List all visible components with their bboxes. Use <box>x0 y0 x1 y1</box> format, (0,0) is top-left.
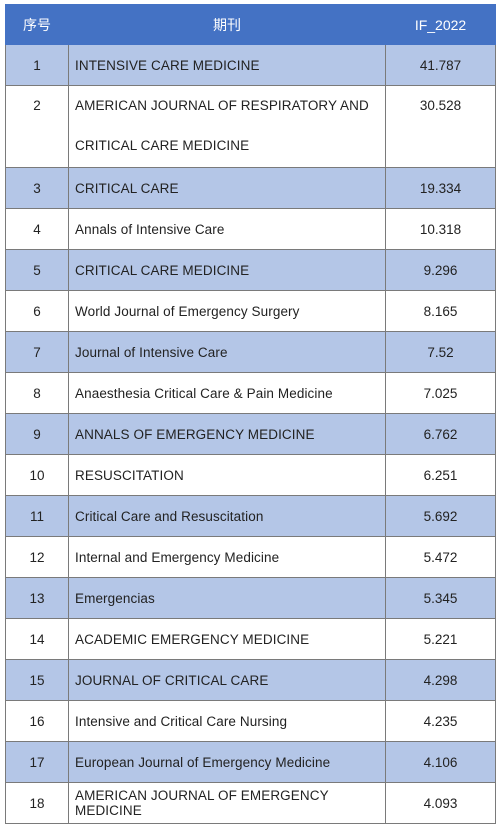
table-row: 5 CRITICAL CARE MEDICINE 9.296 <box>5 249 496 291</box>
table-row: 14 ACADEMIC EMERGENCY MEDICINE 5.221 <box>5 618 496 660</box>
journal-if-table: 序号 期刊 IF_2022 1 INTENSIVE CARE MEDICINE 41… <box>5 4 496 824</box>
header-row: 序号 期刊 IF_2022 <box>5 4 496 45</box>
impact-factor: 30.528 <box>385 85 496 168</box>
journal-name: INTENSIVE CARE MEDICINE <box>68 44 386 86</box>
journal-name: AMERICAN JOURNAL OF RESPIRATORY AND CRIT… <box>68 85 386 168</box>
journal-name: ANNALS OF EMERGENCY MEDICINE <box>68 413 386 455</box>
impact-factor: 4.106 <box>385 741 496 783</box>
table-row: 18 AMERICAN JOURNAL OF EMERGENCY MEDICINE… <box>5 782 496 824</box>
impact-factor: 4.235 <box>385 700 496 742</box>
header-impact-factor: IF_2022 <box>385 4 496 45</box>
impact-factor: 5.345 <box>385 577 496 619</box>
row-index: 7 <box>5 331 69 373</box>
table-row: 15 JOURNAL OF CRITICAL CARE 4.298 <box>5 659 496 701</box>
table-row: 10 RESUSCITATION 6.251 <box>5 454 496 496</box>
table-row: 12 Internal and Emergency Medicine 5.472 <box>5 536 496 578</box>
table-row: 7 Journal of Intensive Care 7.52 <box>5 331 496 373</box>
table-row: 11 Critical Care and Resuscitation 5.692 <box>5 495 496 537</box>
row-index: 10 <box>5 454 69 496</box>
impact-factor: 8.165 <box>385 290 496 332</box>
row-index: 1 <box>5 44 69 86</box>
row-index: 9 <box>5 413 69 455</box>
row-index: 6 <box>5 290 69 332</box>
table-row: 3 CRITICAL CARE 19.334 <box>5 167 496 209</box>
impact-factor: 7.52 <box>385 331 496 373</box>
journal-name: Journal of Intensive Care <box>68 331 386 373</box>
row-index: 8 <box>5 372 69 414</box>
table-row: 8 Anaesthesia Critical Care & Pain Medici… <box>5 372 496 414</box>
journal-name: JOURNAL OF CRITICAL CARE <box>68 659 386 701</box>
impact-factor: 7.025 <box>385 372 496 414</box>
journal-name: European Journal of Emergency Medicine <box>68 741 386 783</box>
row-index: 17 <box>5 741 69 783</box>
table-row: 2 AMERICAN JOURNAL OF RESPIRATORY AND CRI… <box>5 85 496 168</box>
table-row: 17 European Journal of Emergency Medicine… <box>5 741 496 783</box>
journal-name: Intensive and Critical Care Nursing <box>68 700 386 742</box>
journal-name: Critical Care and Resuscitation <box>68 495 386 537</box>
impact-factor: 6.251 <box>385 454 496 496</box>
table-row: 6 World Journal of Emergency Surgery 8.165 <box>5 290 496 332</box>
impact-factor: 4.093 <box>385 782 496 824</box>
impact-factor: 10.318 <box>385 208 496 250</box>
table-header: 序号 期刊 IF_2022 <box>5 4 496 45</box>
journal-name: CRITICAL CARE MEDICINE <box>68 249 386 291</box>
impact-factor: 5.692 <box>385 495 496 537</box>
impact-factor: 9.296 <box>385 249 496 291</box>
row-index: 5 <box>5 249 69 291</box>
row-index: 2 <box>5 85 69 168</box>
row-index: 14 <box>5 618 69 660</box>
table-row: 16 Intensive and Critical Care Nursing 4.2… <box>5 700 496 742</box>
table-row: 9 ANNALS OF EMERGENCY MEDICINE 6.762 <box>5 413 496 455</box>
table-body: 1 INTENSIVE CARE MEDICINE 41.787 2 AMERICAN … <box>5 44 496 824</box>
row-index: 11 <box>5 495 69 537</box>
journal-name: World Journal of Emergency Surgery <box>68 290 386 332</box>
row-index: 13 <box>5 577 69 619</box>
impact-factor: 5.221 <box>385 618 496 660</box>
impact-factor: 6.762 <box>385 413 496 455</box>
header-journal: 期刊 <box>68 4 386 45</box>
header-index: 序号 <box>5 4 69 45</box>
row-index: 3 <box>5 167 69 209</box>
table-row: 4 Annals of Intensive Care 10.318 <box>5 208 496 250</box>
journal-name: AMERICAN JOURNAL OF EMERGENCY MEDICINE <box>68 782 386 824</box>
row-index: 16 <box>5 700 69 742</box>
row-index: 4 <box>5 208 69 250</box>
journal-name: RESUSCITATION <box>68 454 386 496</box>
journal-name: Anaesthesia Critical Care & Pain Medicin… <box>68 372 386 414</box>
journal-name: Annals of Intensive Care <box>68 208 386 250</box>
journal-name: ACADEMIC EMERGENCY MEDICINE <box>68 618 386 660</box>
journal-name: CRITICAL CARE <box>68 167 386 209</box>
impact-factor: 5.472 <box>385 536 496 578</box>
impact-factor: 41.787 <box>385 44 496 86</box>
journal-name: Emergencias <box>68 577 386 619</box>
row-index: 18 <box>5 782 69 824</box>
table-row: 13 Emergencias 5.345 <box>5 577 496 619</box>
impact-factor: 19.334 <box>385 167 496 209</box>
journal-name: Internal and Emergency Medicine <box>68 536 386 578</box>
table-row: 1 INTENSIVE CARE MEDICINE 41.787 <box>5 44 496 86</box>
impact-factor: 4.298 <box>385 659 496 701</box>
row-index: 12 <box>5 536 69 578</box>
row-index: 15 <box>5 659 69 701</box>
